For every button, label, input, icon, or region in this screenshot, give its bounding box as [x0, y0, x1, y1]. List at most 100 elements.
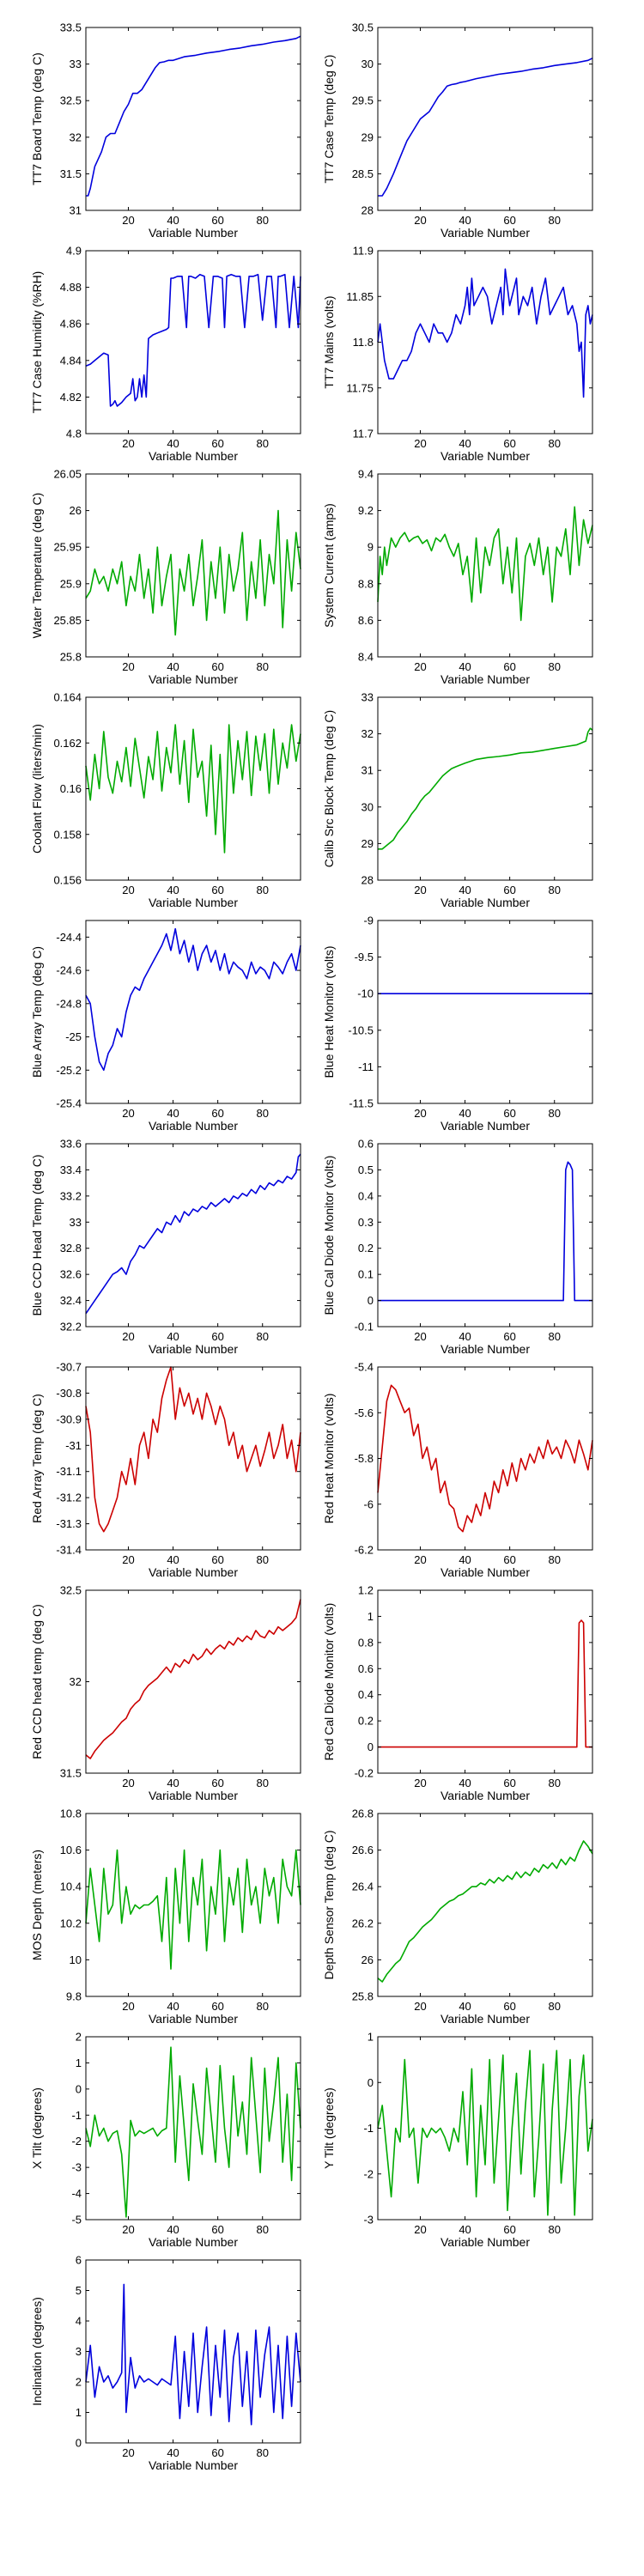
y-axis-label: X Tilt (degrees) [30, 2087, 44, 2169]
series-line [85, 927, 301, 1072]
y-tick-label: 25.95 [53, 541, 82, 554]
y-tick-label: 0.3 [358, 1216, 374, 1229]
x-tick-label: 80 [548, 1777, 560, 1789]
x-tick-label: 80 [548, 1107, 560, 1120]
y-axis-label: Coolant Flow (liters/min) [30, 724, 44, 854]
x-tick-label: 20 [414, 1553, 426, 1566]
x-tick-label: 40 [167, 1107, 179, 1120]
x-axis-label: Variable Number [149, 1565, 238, 1579]
y-tick-label: 4.86 [60, 318, 82, 331]
x-tick-label: 80 [548, 2000, 560, 2013]
x-tick-label: 40 [167, 2223, 179, 2236]
y-tick-label: 33.4 [60, 1163, 82, 1176]
y-tick-label: 4.82 [60, 391, 82, 404]
y-tick-label: 11.8 [353, 336, 374, 349]
y-axis-label: Blue Heat Monitor (volts) [322, 945, 336, 1078]
chart-10: 20 40 60 80 -11.5 -11 -10.5 -10 -9.5 -9 Variable N… [322, 914, 593, 1133]
y-tick-label: -24.8 [56, 997, 82, 1010]
y-tick-label: 32 [361, 727, 374, 740]
x-tick-label: 20 [122, 1553, 134, 1566]
y-tick-label: 32 [70, 1675, 82, 1688]
y-tick-label: 32.6 [60, 1268, 82, 1281]
axes-box [85, 1366, 301, 1551]
y-tick-label: -25.2 [56, 1064, 82, 1077]
x-axis-label: Variable Number [440, 896, 530, 909]
y-axis-label: Blue Array Temp (deg C) [30, 946, 44, 1078]
series-line [378, 1161, 592, 1302]
x-tick-label: 60 [503, 660, 515, 673]
y-tick-label: 0 [368, 1294, 374, 1307]
y-tick-label: -5 [71, 2214, 82, 2227]
x-tick-label: 20 [122, 660, 134, 673]
x-tick-label: 80 [256, 2000, 268, 2013]
x-axis-label: Variable Number [440, 1342, 530, 1356]
y-tick-label: 26.4 [352, 1880, 374, 1893]
y-tick-label: 0.16 [60, 782, 82, 795]
x-tick-label: 80 [548, 1330, 560, 1343]
x-axis-label: Variable Number [440, 2012, 530, 2026]
x-axis-label: Variable Number [440, 226, 530, 240]
y-tick-label: -10 [357, 987, 374, 1000]
y-tick-label: -1 [363, 2122, 374, 2135]
x-tick-label: 40 [459, 660, 471, 673]
series-line [377, 2050, 593, 2216]
series-line [378, 58, 593, 197]
y-tick-label: -6 [363, 1498, 374, 1510]
y-tick-label: 5 [76, 2284, 82, 2297]
y-axis-label: TT7 Case Temp (deg C) [322, 55, 336, 184]
x-tick-label: 60 [211, 660, 223, 673]
chart-11: 20 40 60 80 32.2 32.4 32.6 32.8 33 33.2 33.4 33.6 Va… [30, 1138, 301, 1356]
x-tick-label: 80 [256, 1107, 268, 1120]
x-tick-label: 20 [122, 1107, 134, 1120]
y-tick-label: 8.8 [358, 577, 374, 590]
x-tick-label: 80 [256, 2446, 268, 2459]
x-tick-label: 40 [167, 884, 179, 896]
y-tick-label: 1.2 [358, 1584, 374, 1597]
y-tick-label: -11.5 [349, 1097, 374, 1110]
y-tick-label: 0 [76, 2082, 82, 2095]
series-line [85, 2046, 301, 2218]
x-tick-label: 60 [211, 437, 223, 450]
y-tick-label: 26.6 [352, 1844, 374, 1856]
y-tick-label: 31 [70, 204, 82, 217]
y-tick-label: 25.8 [352, 1990, 374, 2003]
y-axis-label: MOS Depth (meters) [30, 1850, 44, 1960]
series-line [85, 273, 301, 407]
y-tick-label: 29 [361, 837, 374, 850]
axes-box [85, 1143, 301, 1327]
y-tick-label: 4.88 [60, 281, 82, 294]
y-tick-label: -30.9 [56, 1413, 82, 1425]
x-tick-label: 60 [211, 1330, 223, 1343]
x-tick-label: 20 [414, 660, 426, 673]
series-line [85, 1849, 301, 1970]
y-tick-label: 29 [361, 131, 374, 143]
x-tick-label: 60 [503, 1777, 515, 1789]
chart-13: 20 40 60 80 -31.4 -31.3 -31.2 -31.1 -31 -30.9 -30.… [30, 1361, 301, 1579]
y-tick-label: 25.85 [53, 614, 82, 627]
x-tick-label: 40 [167, 214, 179, 227]
y-tick-label: 0.2 [358, 1715, 374, 1728]
y-tick-label: 28 [361, 874, 374, 887]
y-tick-label: -9.5 [355, 951, 374, 963]
y-tick-label: 0.6 [358, 1662, 374, 1675]
chart-8: 20 40 60 80 28 29 30 31 32 33 Variable Number Calib… [322, 691, 593, 909]
x-tick-label: 20 [122, 1777, 134, 1789]
y-tick-label: 10.8 [60, 1807, 82, 1820]
x-tick-label: 60 [211, 2446, 223, 2459]
y-tick-label: 1 [368, 1610, 374, 1623]
y-tick-label: 0 [368, 1741, 374, 1753]
chart-12: 20 40 60 80 -0.1 0 0.1 0.2 0.3 0.4 0.5 0.6 Variable … [322, 1138, 593, 1356]
y-tick-label: 26.2 [352, 1917, 374, 1929]
x-axis-label: Variable Number [149, 449, 238, 463]
axes-box [377, 920, 593, 1104]
y-tick-label: 9 [368, 541, 374, 554]
y-tick-label: 31.5 [60, 167, 82, 180]
y-tick-label: 25.9 [60, 577, 82, 590]
chart-16: 20 40 60 80 -0.2 0 0.2 0.4 0.6 0.8 1 1.2 Variable Nu… [322, 1584, 593, 1802]
series-line [85, 1599, 301, 1759]
axes-box [85, 1589, 301, 1774]
chart-7: 20 40 60 80 0.156 0.158 0.16 0.162 0.164 Variable… [30, 691, 301, 909]
x-tick-label: 20 [414, 2000, 426, 2013]
y-axis-label: Blue Cal Diode Monitor (volts) [322, 1156, 336, 1315]
y-tick-label: 26 [361, 1953, 374, 1966]
